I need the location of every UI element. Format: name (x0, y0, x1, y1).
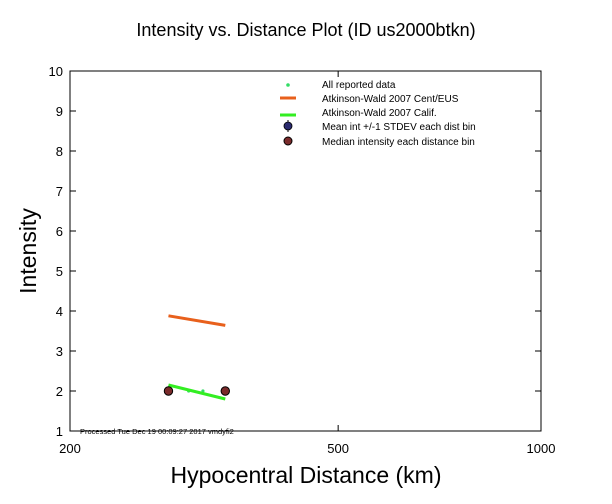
legend: All reported data Atkinson-Wald 2007 Cent… (280, 80, 476, 148)
series-layer (163, 314, 230, 401)
y-tick-label: 4 (56, 304, 63, 319)
chart-title: Intensity vs. Distance Plot (ID us2000bt… (136, 20, 475, 40)
plot-frame (69, 70, 542, 432)
x-tick-label: 200 (59, 441, 81, 456)
x-tick-label: 500 (327, 441, 349, 456)
y-tick-label: 5 (56, 264, 63, 279)
legend-swatch-all-data (286, 83, 290, 87)
x-axis-label: Hypocentral Distance (km) (171, 462, 442, 488)
legend-label: Median intensity each distance bin (322, 137, 475, 148)
y-tick-label: 1 (56, 424, 63, 439)
y-tick-label: 7 (56, 184, 63, 199)
legend-swatch-mean (283, 121, 293, 131)
y-tick-label: 6 (56, 224, 63, 239)
y-tick-label: 2 (56, 384, 63, 399)
legend-label: Atkinson-Wald 2007 Cent/EUS (322, 94, 459, 105)
median-point (220, 386, 230, 396)
y-axis: 1 2 3 4 5 6 7 8 9 10 (49, 64, 541, 439)
y-tick-label: 9 (56, 104, 63, 119)
y-tick-label: 8 (56, 144, 63, 159)
legend-label: Mean int +/-1 STDEV each dist bin (322, 122, 476, 133)
y-axis-label: Intensity (15, 208, 41, 294)
legend-label: All reported data (322, 80, 396, 91)
series-line (168, 383, 226, 401)
x-axis: 200 500 1000 (59, 71, 555, 456)
series-line (168, 314, 226, 327)
legend-label: Atkinson-Wald 2007 Calif. (322, 108, 437, 119)
legend-swatch-median (283, 136, 293, 146)
processed-footnote: Processed Tue Dec 19 00:09:27 2017 vmdyf… (80, 427, 234, 436)
x-tick-label: 1000 (527, 441, 556, 456)
y-tick-label: 10 (49, 64, 63, 79)
median-point (163, 386, 174, 396)
y-tick-label: 3 (56, 344, 63, 359)
